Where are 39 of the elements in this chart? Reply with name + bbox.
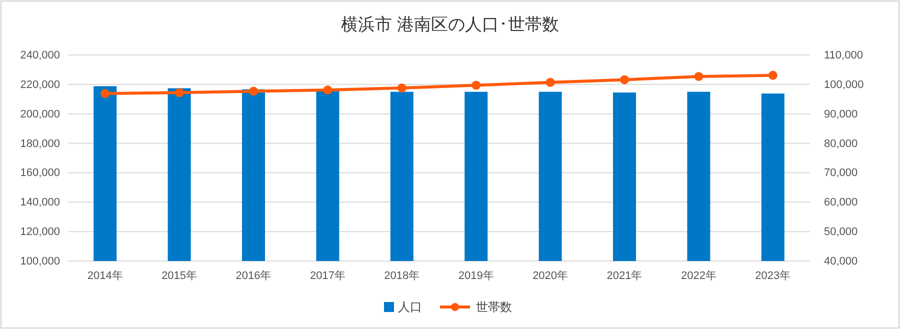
y2-tick-label: 60,000 <box>824 196 858 209</box>
y-tick-label: 240,000 <box>20 50 60 62</box>
chart-title: 横浜市 港南区の人口･世帯数 <box>340 15 560 35</box>
x-tick-label: 2017年 <box>310 270 346 282</box>
point <box>546 78 555 87</box>
point <box>768 70 778 80</box>
y-tick-label: 160,000 <box>20 167 60 180</box>
y-tick-label: 100,000 <box>20 256 60 268</box>
x-tick-label: 2023年 <box>755 270 791 282</box>
y-tick-label: 140,000 <box>20 196 60 209</box>
y2-tick-label: 100,000 <box>824 78 864 91</box>
legend-label: 人口 <box>398 300 422 314</box>
x-tick-label: 2019年 <box>458 270 494 282</box>
point <box>174 88 184 98</box>
point <box>100 89 110 98</box>
point <box>323 86 332 95</box>
y-tick-label: 200,000 <box>20 108 60 120</box>
y-tick-label: 180,000 <box>20 138 60 150</box>
x-tick-label: 2014年 <box>87 270 123 282</box>
y2-tick-label: 70,000 <box>824 167 858 180</box>
x-tick-label: 2021年 <box>606 270 642 282</box>
y2-tick-label: 40,000 <box>824 256 858 268</box>
point <box>620 75 629 84</box>
y-tick-label: 120,000 <box>20 226 60 238</box>
y2-tick-label: 90,000 <box>824 108 858 120</box>
legend-label: 世帯数 <box>476 300 512 314</box>
point <box>249 86 258 96</box>
x-tick-label: 2022年 <box>680 270 716 282</box>
x-tick-label: 2018年 <box>384 270 420 282</box>
point <box>472 80 481 90</box>
x-tick-label: 2020年 <box>532 270 568 282</box>
y-tick-label: 220,000 <box>20 78 60 91</box>
x-tick-label: 2015年 <box>162 270 198 282</box>
x-tick-label: 2016年 <box>236 270 272 282</box>
point <box>694 72 704 81</box>
y2-tick-label: 80,000 <box>824 138 858 150</box>
y2-tick-label: 50,000 <box>824 226 858 238</box>
point <box>397 83 406 92</box>
y2-tick-label: 110,000 <box>824 50 863 62</box>
